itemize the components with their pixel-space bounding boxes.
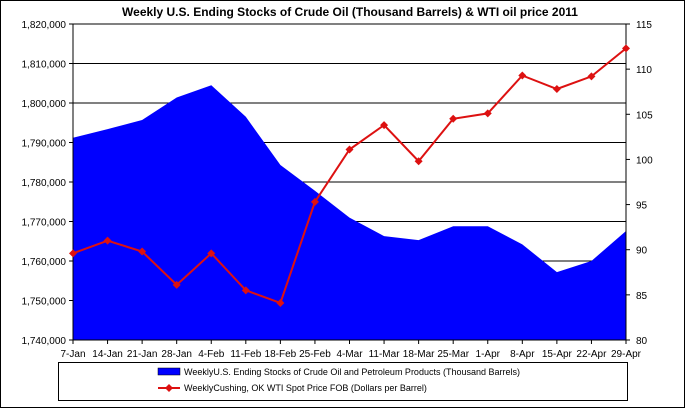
price-marker	[622, 44, 630, 53]
price-marker	[587, 72, 596, 81]
x-tick-label: 11-Mar	[369, 349, 401, 360]
y-right-tick-label: 100	[636, 155, 653, 166]
price-marker	[138, 247, 147, 256]
price-marker	[241, 286, 250, 295]
price-marker	[310, 197, 319, 206]
y-left-tick-label: 1,810,000	[22, 60, 67, 71]
price-marker	[552, 85, 561, 94]
price-marker	[207, 249, 216, 258]
legend-label-stocks: WeeklyU.S. Ending Stocks of Crude Oil an…	[184, 367, 520, 377]
y-left-tick-label: 1,750,000	[22, 297, 67, 308]
x-tick-label: 25-Mar	[437, 349, 469, 360]
legend-marker-price	[165, 384, 173, 392]
y-left-tick-label: 1,820,000	[22, 20, 67, 31]
price-marker	[414, 157, 423, 166]
price-marker	[172, 280, 181, 289]
x-tick-label: 14-Jan	[92, 349, 123, 360]
x-tick-label: 15-Apr	[542, 349, 573, 360]
stocks-area	[73, 85, 626, 340]
y-left-tick-label: 1,790,000	[22, 139, 67, 150]
y-left-tick-label: 1,760,000	[22, 257, 67, 268]
y-right-tick-label: 95	[636, 201, 648, 212]
x-tick-label: 28-Jan	[161, 349, 192, 360]
x-tick-label: 4-Feb	[198, 349, 225, 360]
x-tick-label: 18-Mar	[403, 349, 435, 360]
x-tick-label: 18-Feb	[265, 349, 297, 360]
legend-box	[58, 362, 628, 401]
x-tick-label: 8-Apr	[510, 349, 535, 360]
y-left-tick-label: 1,780,000	[22, 178, 67, 189]
y-left-tick-label: 1,740,000	[22, 336, 67, 347]
x-tick-label: 11-Feb	[230, 349, 261, 360]
y-right-tick-label: 85	[636, 291, 648, 302]
x-tick-label: 1-Apr	[476, 349, 501, 360]
x-tick-label: 29-Apr	[611, 349, 642, 360]
x-tick-label: 7-Jan	[60, 349, 85, 360]
x-tick-label: 4-Mar	[336, 349, 363, 360]
price-marker	[449, 114, 458, 123]
legend: WeeklyU.S. Ending Stocks of Crude Oil an…	[58, 362, 628, 401]
y-right-tick-label: 90	[636, 246, 648, 257]
price-marker	[276, 298, 285, 307]
x-tick-label: 22-Apr	[576, 349, 607, 360]
x-tick-label: 21-Jan	[127, 349, 158, 360]
legend-swatch-stocks	[157, 367, 181, 376]
legend-label-price: WeeklyCushing, OK WTI Spot Price FOB (Do…	[184, 383, 427, 393]
price-marker	[483, 109, 492, 118]
price-marker	[380, 121, 389, 130]
chart-title: Weekly U.S. Ending Stocks of Crude Oil (…	[122, 5, 578, 19]
y-left-tick-label: 1,800,000	[22, 99, 67, 110]
y-right-tick-label: 105	[636, 110, 653, 121]
y-left-tick-label: 1,770,000	[22, 218, 67, 229]
x-tick-label: 25-Feb	[299, 349, 331, 360]
y-right-tick-label: 115	[636, 20, 652, 31]
price-marker	[103, 236, 112, 245]
y-right-tick-label: 110	[636, 65, 652, 76]
price-marker	[69, 249, 77, 258]
price-marker	[518, 71, 527, 80]
y-right-tick-label: 80	[636, 336, 648, 347]
price-marker	[345, 145, 354, 154]
